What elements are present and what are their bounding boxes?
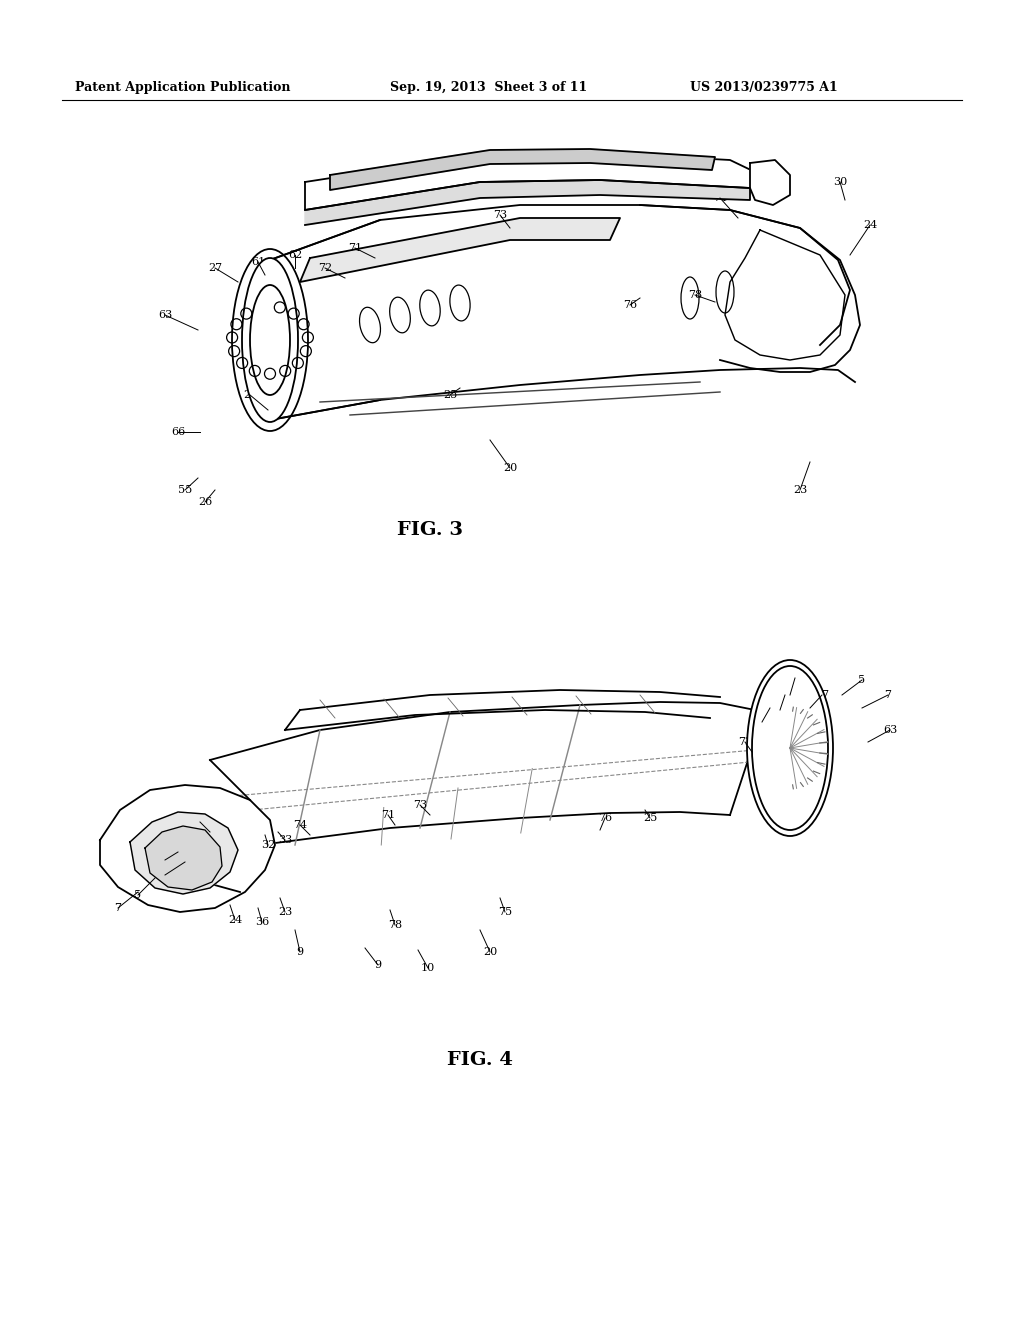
Text: 61: 61 (778, 690, 793, 700)
Text: 25: 25 (643, 813, 657, 822)
Text: 62: 62 (763, 704, 777, 713)
Text: 32: 32 (261, 840, 275, 850)
Text: 78: 78 (388, 920, 402, 931)
Text: 20: 20 (503, 463, 517, 473)
Text: 72: 72 (317, 263, 332, 273)
Polygon shape (750, 160, 790, 205)
Text: 63: 63 (158, 310, 172, 319)
Polygon shape (305, 153, 755, 210)
Text: 61: 61 (251, 257, 265, 267)
Text: 10: 10 (421, 964, 435, 973)
Text: Sep. 19, 2013  Sheet 3 of 11: Sep. 19, 2013 Sheet 3 of 11 (390, 82, 587, 95)
Text: 63: 63 (883, 725, 897, 735)
Text: 5: 5 (134, 890, 141, 900)
Text: 62: 62 (288, 249, 302, 260)
Text: 33: 33 (278, 836, 292, 845)
Text: 35: 35 (158, 855, 172, 865)
Polygon shape (305, 180, 750, 224)
Text: 76: 76 (623, 300, 637, 310)
Text: 25: 25 (243, 389, 257, 400)
Text: 9: 9 (375, 960, 382, 970)
Text: 36: 36 (255, 917, 269, 927)
Text: 24: 24 (228, 915, 242, 925)
Text: 7: 7 (115, 903, 122, 913)
Ellipse shape (242, 257, 298, 422)
Text: 74: 74 (293, 820, 307, 830)
Text: 76: 76 (598, 813, 612, 822)
Text: 73: 73 (413, 800, 427, 810)
Text: 23: 23 (278, 907, 292, 917)
Text: 71: 71 (381, 810, 395, 820)
Ellipse shape (250, 285, 290, 395)
Polygon shape (130, 812, 238, 894)
Text: FIG. 3: FIG. 3 (397, 521, 463, 539)
Text: Patent Application Publication: Patent Application Publication (75, 82, 291, 95)
Text: US 2013/0239775 A1: US 2013/0239775 A1 (690, 82, 838, 95)
Text: 25: 25 (442, 389, 457, 400)
Text: 27: 27 (208, 263, 222, 273)
Text: 7: 7 (885, 690, 892, 700)
Polygon shape (145, 826, 222, 890)
Text: 20: 20 (483, 946, 497, 957)
Text: 75: 75 (498, 907, 512, 917)
Text: 10: 10 (158, 870, 172, 880)
Text: 30: 30 (193, 817, 207, 828)
Text: 71: 71 (348, 243, 362, 253)
Text: 26: 26 (198, 498, 212, 507)
Text: 30: 30 (833, 177, 847, 187)
Text: 9: 9 (296, 946, 303, 957)
Text: 73: 73 (493, 210, 507, 220)
Text: 24: 24 (863, 220, 878, 230)
Polygon shape (300, 218, 620, 282)
Text: 5: 5 (858, 675, 865, 685)
Text: 78: 78 (688, 290, 702, 300)
Text: FIG. 4: FIG. 4 (447, 1051, 513, 1069)
Text: 55: 55 (178, 484, 193, 495)
Text: 27: 27 (815, 690, 829, 700)
Text: 74: 74 (713, 193, 727, 203)
Polygon shape (330, 149, 715, 190)
Ellipse shape (746, 660, 833, 836)
Text: 23: 23 (793, 484, 807, 495)
Text: 72: 72 (738, 737, 752, 747)
Text: 26: 26 (787, 673, 802, 682)
Text: 66: 66 (171, 426, 185, 437)
Polygon shape (100, 785, 275, 912)
Ellipse shape (752, 667, 828, 830)
